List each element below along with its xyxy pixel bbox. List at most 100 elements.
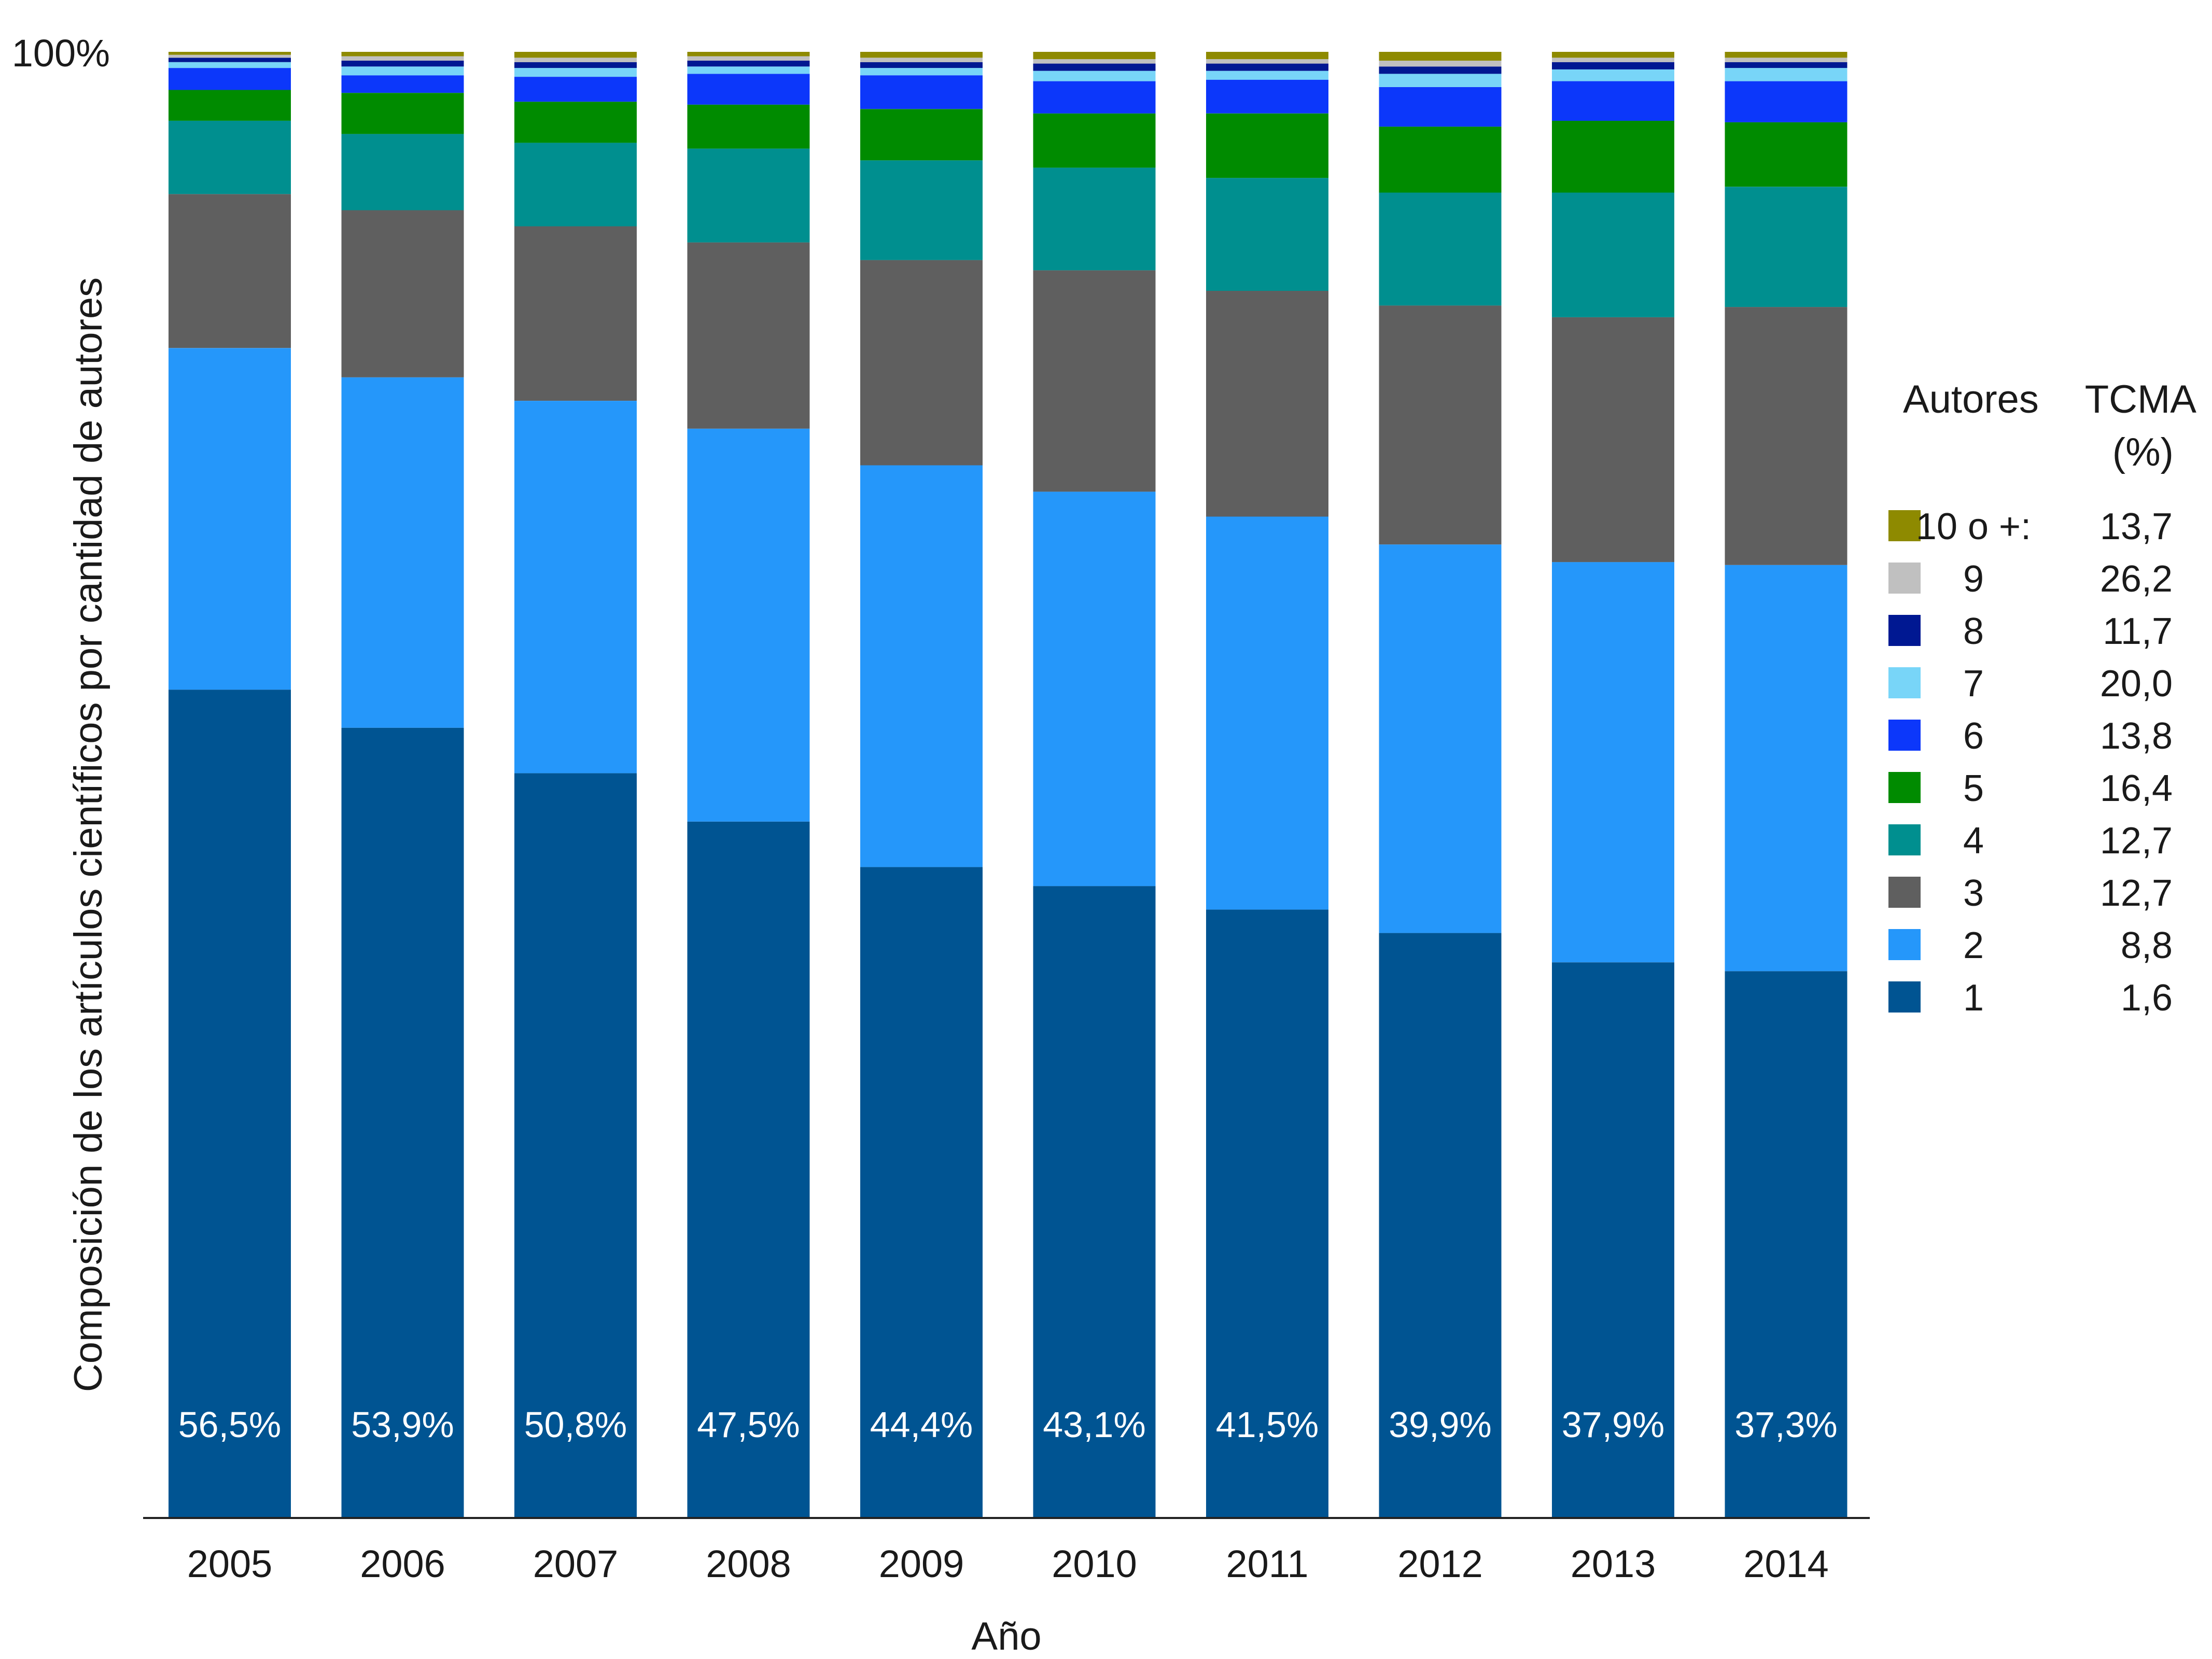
bar-segment-2013-autores-7 [1552, 69, 1674, 81]
bar-segment-2007-autores-7 [514, 68, 637, 77]
bar-segment-2007-autores-3 [514, 226, 637, 401]
bar-segment-2011-autores-8 [1206, 63, 1328, 71]
bar-segment-2005-autores-9 [169, 54, 291, 58]
bar-label-2012: 39,9% [1389, 1404, 1491, 1445]
bar-segment-2010-autores-5 [1033, 113, 1156, 168]
bar-segment-2009-autores-4 [860, 160, 983, 260]
legend-swatch-10 [1888, 981, 1921, 1013]
bar-segment-2009-autores-9 [860, 58, 983, 62]
bar-segment-2007-autores-9 [514, 58, 637, 62]
bar-segment-2006-autores-1 [341, 727, 464, 1518]
bar-segment-2010-autores-10 [1033, 52, 1156, 60]
bar-segment-2007-autores-4 [514, 143, 637, 227]
x-tick-label-2013: 2013 [1571, 1542, 1656, 1585]
bar-segment-2012-autores-2 [1379, 544, 1502, 933]
bar-segment-2012-autores-6 [1379, 87, 1502, 127]
legend-header-tcma-unit: (%) [2112, 430, 2174, 474]
bar-segment-2005-autores-4 [169, 120, 291, 194]
bar-label-2014: 37,3% [1734, 1404, 1837, 1445]
bar-segment-2006-autores-5 [341, 93, 464, 134]
x-tick-label-2007: 2007 [533, 1542, 619, 1585]
bar-segment-2011-autores-5 [1206, 113, 1328, 178]
legend-label-10: 1 [1963, 977, 1984, 1019]
bar-segment-2006-autores-7 [341, 66, 464, 76]
legend-label-6: 5 [1963, 768, 1984, 809]
legend-entries: 10 o +: 13,7 9 26,2 8 11,7 7 20,0 6 13,8 5 16,4 4 12,… [1888, 506, 2173, 1019]
bar-segment-2014-autores-7 [1725, 68, 1847, 81]
bar-segment-2010-autores-4 [1033, 167, 1156, 271]
bar-segment-2012-autores-4 [1379, 192, 1502, 306]
bar-segment-2013-autores-1 [1552, 962, 1674, 1518]
bar-segment-2008-autores-5 [687, 104, 810, 149]
bar-segment-2009-autores-2 [860, 465, 983, 867]
bar-segment-2013-autores-5 [1552, 120, 1674, 193]
legend-label-5: 6 [1963, 715, 1984, 757]
bar-segment-2012-autores-1 [1379, 933, 1502, 1518]
bar-segment-2006-autores-2 [341, 377, 464, 728]
bar-label-2007: 50,8% [524, 1404, 627, 1445]
x-tick-label-2005: 2005 [187, 1542, 273, 1585]
legend-tcma-10: 1,6 [2121, 977, 2173, 1019]
bar-segment-2006-autores-8 [341, 61, 464, 67]
bar-segment-2007-autores-8 [514, 62, 637, 68]
bar-segment-2006-autores-6 [341, 75, 464, 93]
bar-segment-2006-autores-3 [341, 210, 464, 377]
bar-segment-2008-autores-4 [687, 148, 810, 243]
bar-segment-2010-autores-9 [1033, 59, 1156, 64]
legend-label-4: 7 [1963, 663, 1984, 705]
bar-segment-2014-autores-8 [1725, 62, 1847, 68]
bar-segment-2008-autores-1 [687, 821, 810, 1518]
bar-segment-2010-autores-3 [1033, 270, 1156, 492]
bar-segment-2011-autores-6 [1206, 79, 1328, 114]
bar-label-2010: 43,1% [1043, 1404, 1145, 1445]
bar-segment-2010-autores-1 [1033, 886, 1156, 1518]
legend-tcma-5: 13,8 [2100, 715, 2173, 757]
bar-segment-2008-autores-8 [687, 61, 810, 67]
x-tick-label-2014: 2014 [1743, 1542, 1829, 1585]
legend-header-tcma: TCMA [2085, 377, 2197, 421]
bar-segment-2013-autores-9 [1552, 58, 1674, 62]
x-tick-labels: 2005 2006 2007 2008 2009 2010 2011 2012 2013 2014 [187, 1542, 1829, 1585]
bar-label-2013: 37,9% [1562, 1404, 1664, 1445]
bar-segment-2011-autores-4 [1206, 178, 1328, 291]
bar-segment-2011-autores-3 [1206, 291, 1328, 517]
x-tick-label-2011: 2011 [1226, 1542, 1308, 1585]
legend-label-9: 2 [1963, 925, 1984, 966]
x-tick-label-2009: 2009 [879, 1542, 964, 1585]
bar-segment-2012-autores-10 [1379, 52, 1502, 61]
bar-segment-2005-autores-3 [169, 194, 291, 348]
x-tick-label-2006: 2006 [360, 1542, 445, 1585]
bar-segment-2008-autores-10 [687, 52, 810, 57]
bar-segment-2009-autores-3 [860, 260, 983, 466]
bar-segment-2009-autores-8 [860, 62, 983, 68]
legend-tcma-4: 20,0 [2100, 663, 2173, 705]
bar-segment-2010-autores-7 [1033, 71, 1156, 81]
bar-label-2008: 47,5% [697, 1404, 800, 1445]
bar-segment-2014-autores-2 [1725, 565, 1847, 972]
x-tick-label-2010: 2010 [1052, 1542, 1137, 1585]
bar-segment-2009-autores-7 [860, 68, 983, 76]
legend-swatch-9 [1888, 929, 1921, 960]
legend-label-1: 10 o +: [1916, 506, 2031, 547]
bar-segment-2007-autores-1 [514, 773, 637, 1518]
legend-tcma-8: 12,7 [2100, 873, 2173, 914]
bar-segment-2009-autores-1 [860, 867, 983, 1518]
bar-segment-2014-autores-1 [1725, 971, 1847, 1518]
bar-segment-2012-autores-5 [1379, 126, 1502, 193]
bar-segment-2006-autores-10 [341, 52, 464, 57]
bar-segment-2011-autores-7 [1206, 71, 1328, 80]
bar-segment-2008-autores-7 [687, 66, 810, 74]
bar-segment-2008-autores-2 [687, 428, 810, 822]
bar-segment-2009-autores-5 [860, 109, 983, 161]
bar-segment-2014-autores-3 [1725, 307, 1847, 565]
y-axis-title: Composición de los artículos científicos… [66, 277, 110, 1392]
bar-segment-2005-autores-2 [169, 348, 291, 690]
legend-tcma-7: 12,7 [2100, 820, 2173, 862]
bar-segment-2008-autores-6 [687, 74, 810, 105]
bar-label-2011: 41,5% [1216, 1404, 1319, 1445]
bar-segment-2013-autores-4 [1552, 192, 1674, 317]
bar-segment-2014-autores-5 [1725, 122, 1847, 187]
bar-segment-2011-autores-1 [1206, 909, 1328, 1518]
legend-swatch-5 [1888, 720, 1921, 751]
